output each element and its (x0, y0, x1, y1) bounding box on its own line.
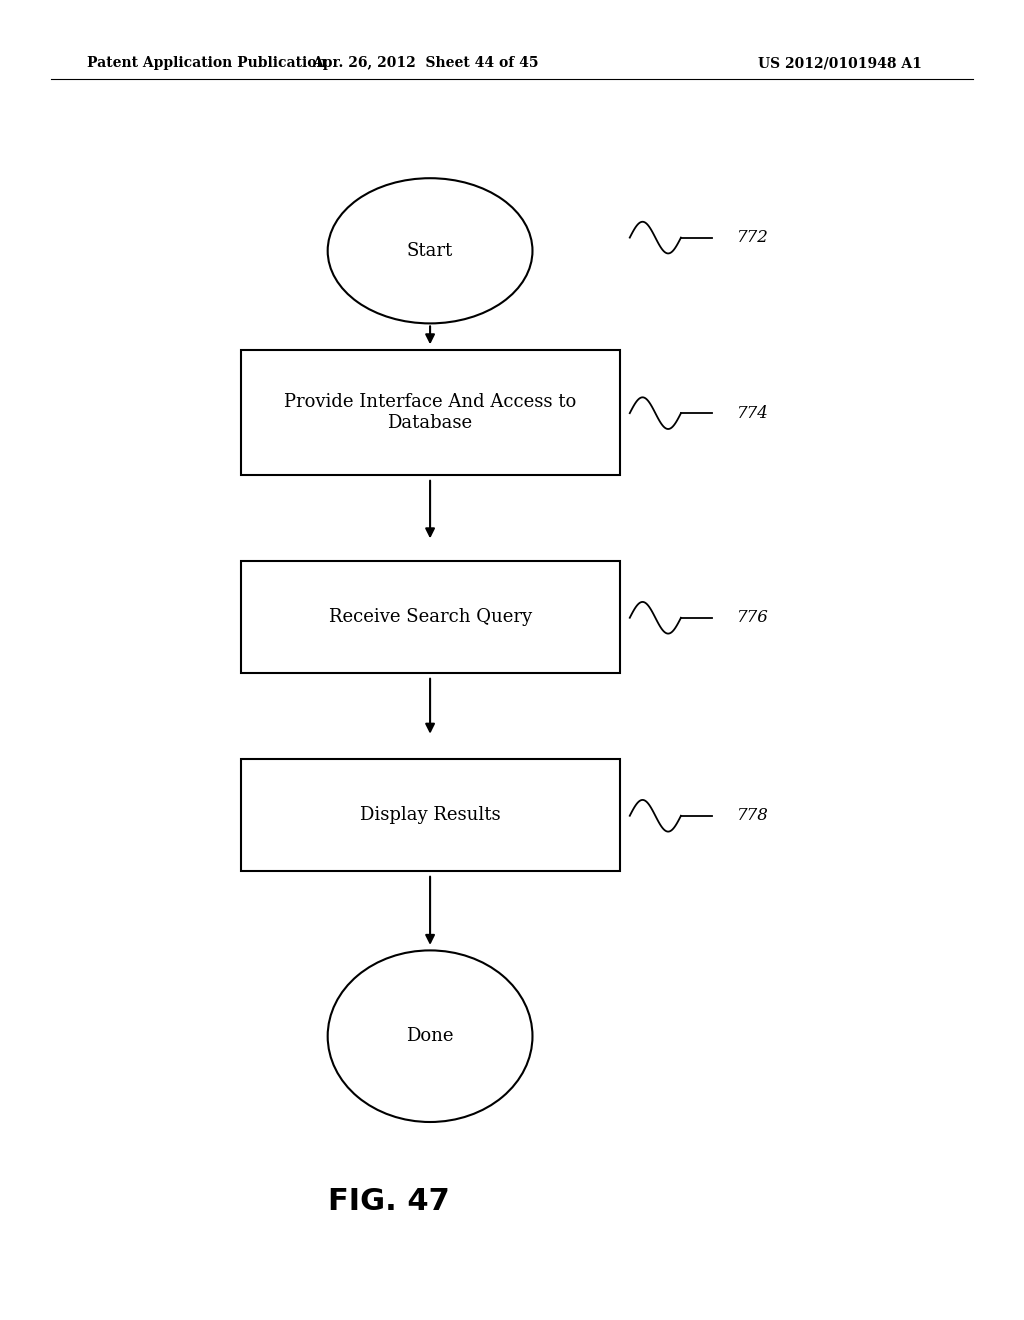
Text: 778: 778 (737, 808, 769, 824)
Text: Provide Interface And Access to
Database: Provide Interface And Access to Database (284, 393, 577, 432)
Text: Receive Search Query: Receive Search Query (329, 609, 531, 626)
Text: 772: 772 (737, 230, 769, 246)
Text: Start: Start (407, 242, 454, 260)
Text: Patent Application Publication: Patent Application Publication (87, 57, 327, 70)
Text: Apr. 26, 2012  Sheet 44 of 45: Apr. 26, 2012 Sheet 44 of 45 (311, 57, 539, 70)
Text: FIG. 47: FIG. 47 (329, 1187, 450, 1216)
Bar (241, 759, 620, 871)
Bar (241, 350, 620, 475)
Bar (241, 561, 620, 673)
Text: US 2012/0101948 A1: US 2012/0101948 A1 (758, 57, 922, 70)
Text: 774: 774 (737, 405, 769, 421)
Text: Done: Done (407, 1027, 454, 1045)
Text: Display Results: Display Results (359, 807, 501, 824)
Text: 776: 776 (737, 610, 769, 626)
